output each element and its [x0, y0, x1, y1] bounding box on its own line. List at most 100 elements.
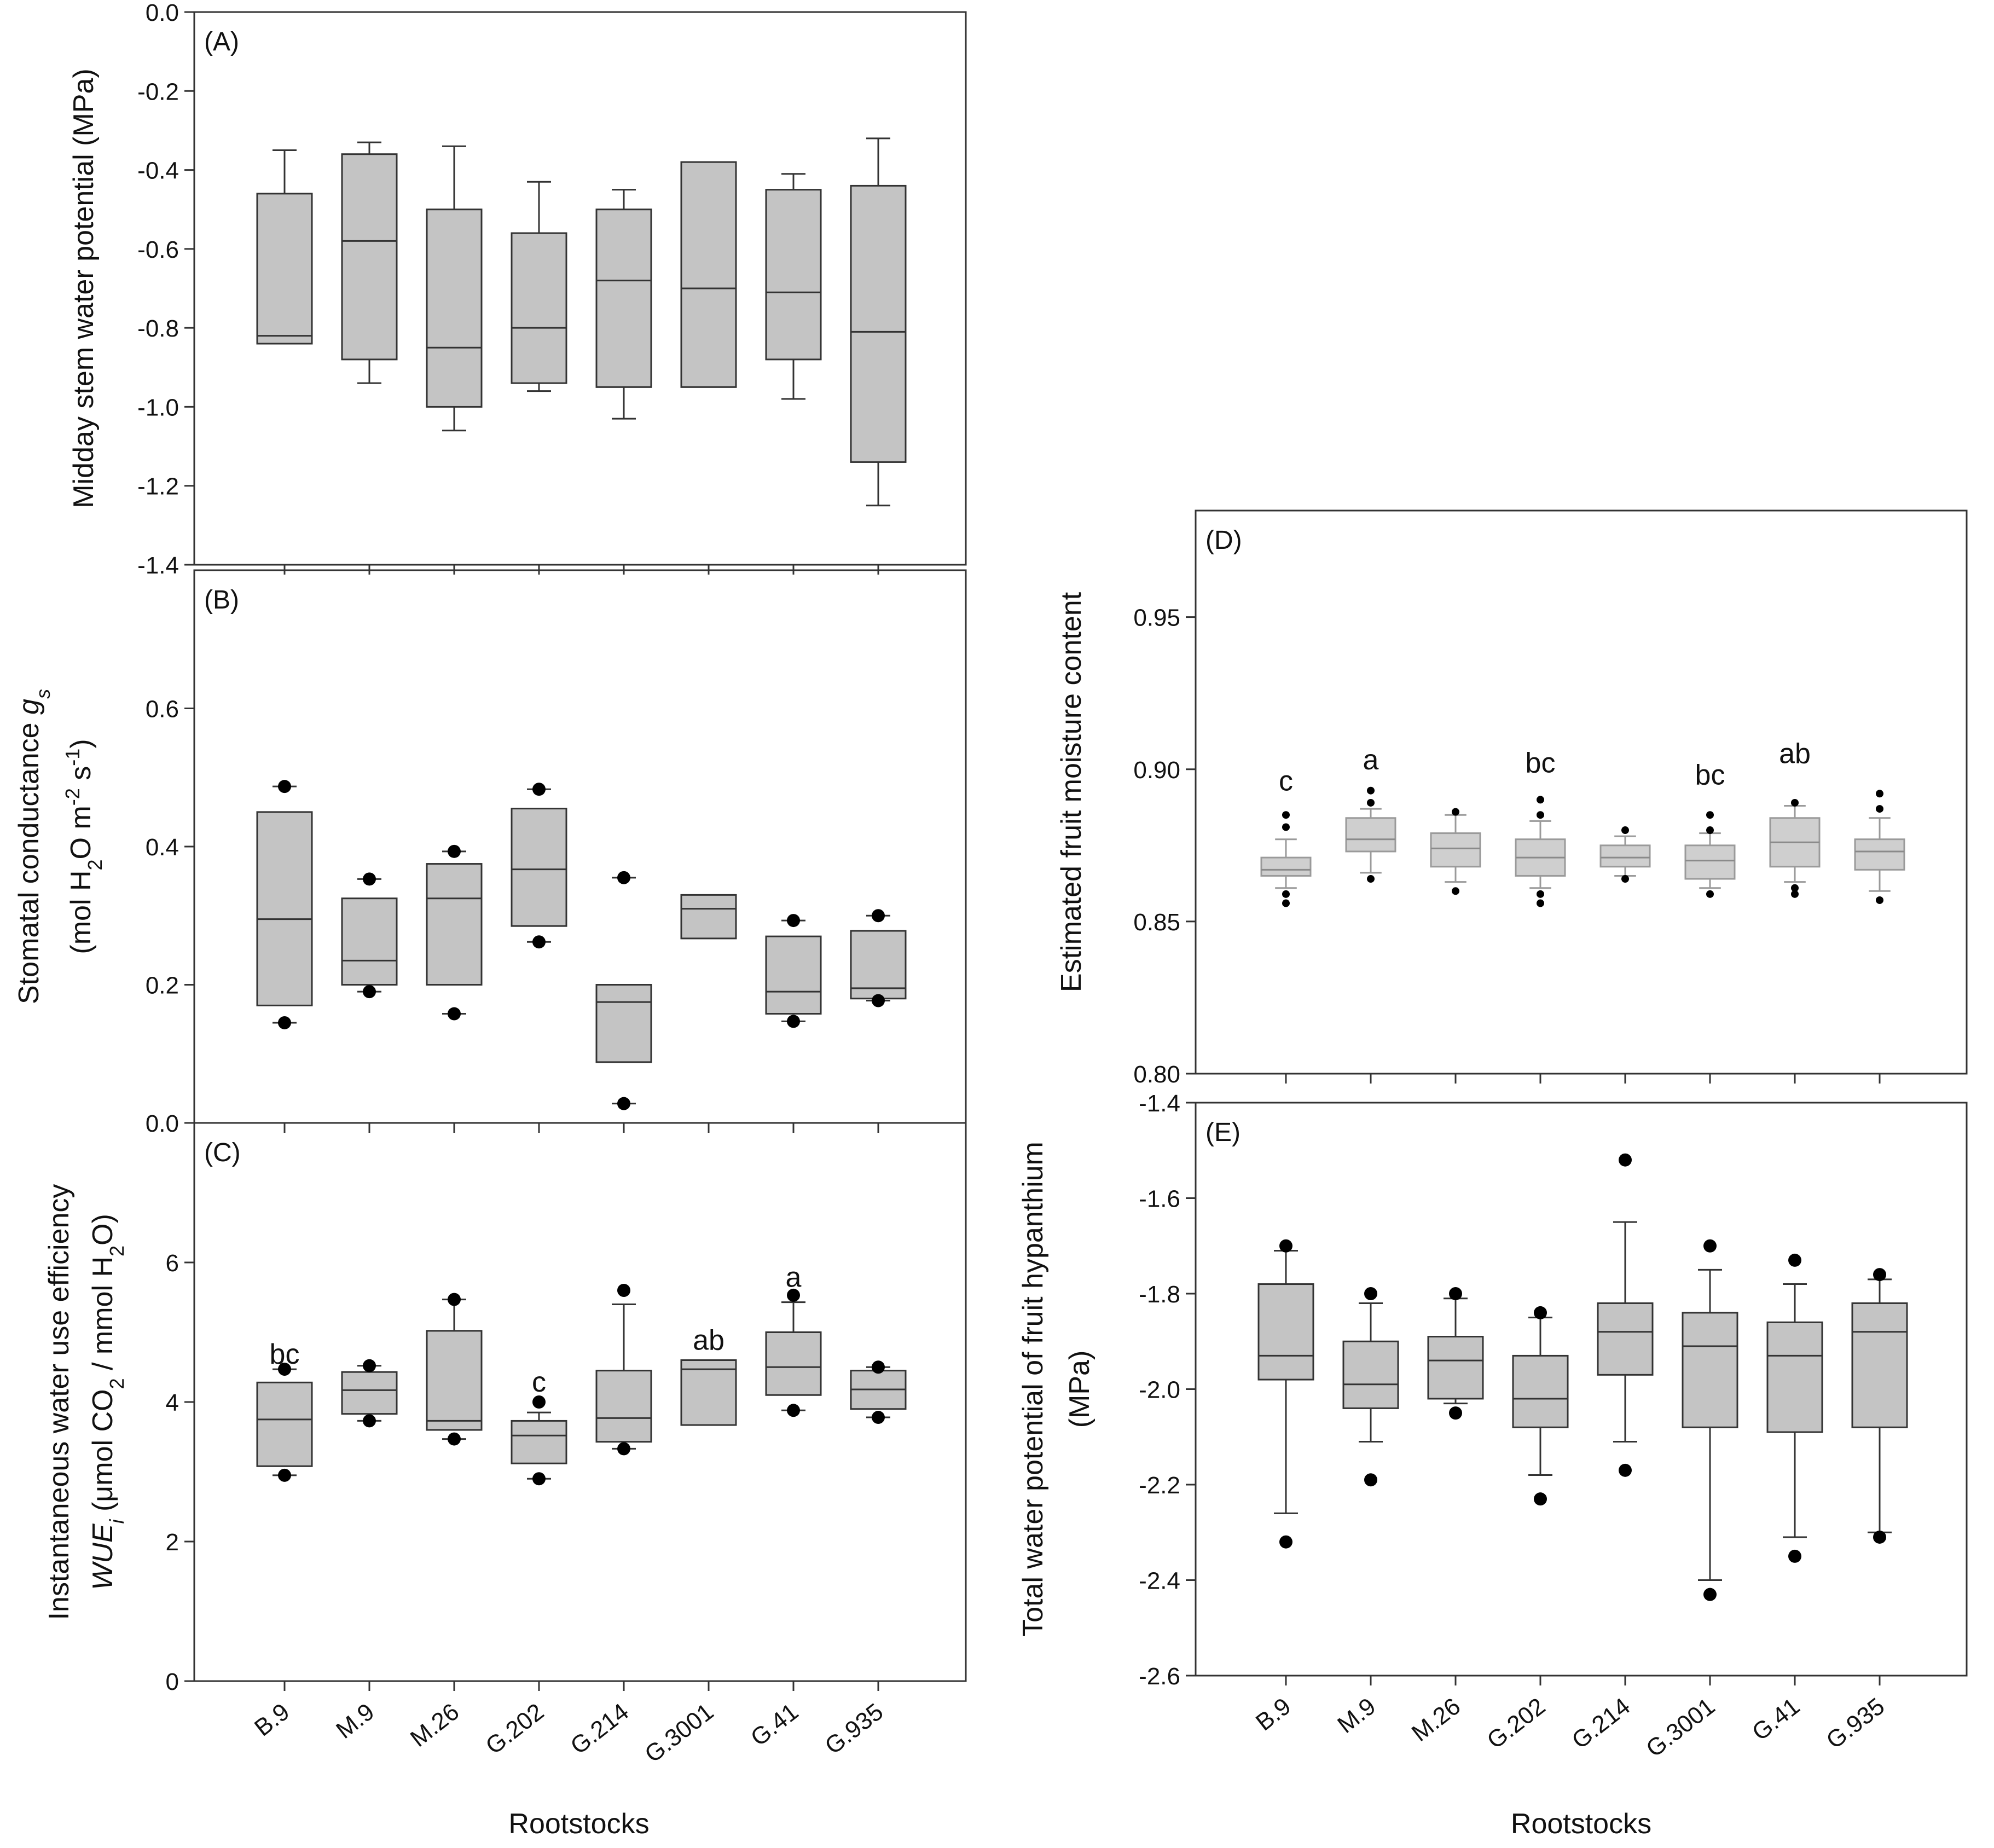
outlier-point — [278, 780, 291, 793]
iqr-box — [426, 208, 483, 408]
iqr-box — [1430, 832, 1481, 868]
significance-letter: c — [1279, 766, 1293, 797]
box-b9 — [256, 1363, 313, 1482]
outlier-point — [1534, 1306, 1547, 1319]
box-g214 — [1597, 1153, 1654, 1477]
y-axis-title-segment: / mmol H — [87, 1256, 119, 1378]
y-axis-title-segment: 2 — [106, 1378, 128, 1389]
iqr-box — [256, 1381, 313, 1467]
box-g935 — [850, 1360, 907, 1424]
outlier-point — [1619, 1463, 1632, 1477]
x-tick-label: B.9 — [1251, 1693, 1296, 1736]
outlier-point — [1703, 1588, 1717, 1601]
outlier-point — [532, 1472, 546, 1486]
y-axis-title-segment: Stomatal conductance — [13, 715, 45, 1004]
outlier-point — [1367, 786, 1375, 795]
iqr-box — [595, 984, 652, 1063]
y-axis-title-segment: 2 — [84, 859, 106, 870]
outlier-point — [448, 1007, 461, 1021]
box-g935 — [1851, 1268, 1908, 1544]
x-tick-label: G.935 — [1822, 1693, 1890, 1754]
outlier-point — [787, 1404, 800, 1417]
outlier-point — [617, 871, 630, 884]
panel-label: (B) — [204, 586, 239, 615]
box-m9 — [341, 872, 398, 999]
y-tick-label: -0.8 — [137, 315, 179, 342]
significance-letter: bc — [1695, 760, 1725, 791]
box-m26 — [426, 844, 483, 1021]
outlier-point — [363, 985, 376, 999]
box-g41 — [1769, 798, 1821, 898]
outlier-point — [1873, 1268, 1886, 1282]
significance-letter: c — [532, 1366, 546, 1398]
outlier-point — [363, 1414, 376, 1428]
box-m26 — [1430, 808, 1481, 895]
outlier-point — [532, 1395, 546, 1409]
box-g41 — [765, 1288, 822, 1417]
outlier-point — [787, 914, 800, 928]
x-tick-label: G.41 — [1747, 1693, 1805, 1746]
panel-d-fruit-moisture-content: 0.80 0.85 0.90 0.95 (D) Estimated fruit moist… — [1056, 509, 1968, 1088]
outlier-point — [363, 872, 376, 886]
outlier-point — [1282, 890, 1290, 898]
iqr-box — [1342, 1340, 1399, 1409]
iqr-box — [511, 808, 567, 927]
outlier-point — [617, 1442, 630, 1456]
iqr-box — [595, 1370, 652, 1443]
box-g3001 — [680, 894, 737, 940]
outlier-point — [1534, 1492, 1547, 1506]
x-tick-label: M.26 — [1407, 1693, 1465, 1747]
iqr-box — [511, 1420, 567, 1464]
outlier-point — [1537, 899, 1544, 907]
outlier-point — [1279, 1535, 1292, 1549]
outlier-point — [1452, 887, 1459, 895]
panel-c-water-use-efficiency: 0 2 4 6 B.9 M.9 M.26 G.202 G.214 G.3001 G.41 G.935 (… — [43, 1122, 967, 1768]
iqr-box — [426, 1330, 483, 1431]
box-b9 — [1257, 1239, 1314, 1549]
y-axis-title-segment: Total water potential of fruit hypanthiu… — [1017, 1142, 1049, 1637]
y-tick-label: 0.85 — [1133, 909, 1180, 936]
iqr-box — [850, 184, 907, 463]
outlier-point — [1364, 1473, 1377, 1487]
box-g202 — [511, 1395, 567, 1486]
panel-label: (A) — [204, 27, 239, 56]
iqr-box — [680, 161, 737, 388]
iqr-box — [595, 208, 652, 388]
plot-frame — [1195, 1102, 1968, 1677]
outlier-point — [872, 994, 885, 1007]
iqr-box — [1599, 844, 1651, 868]
outlier-point — [448, 1432, 461, 1446]
y-axis-title-segment: s — [65, 766, 97, 788]
iqr-box — [1257, 1283, 1314, 1381]
box-g41 — [765, 914, 822, 1028]
x-tick-label: G.202 — [1482, 1693, 1551, 1754]
x-tick-label: M.26 — [405, 1698, 464, 1752]
y-axis-title-segment: -1 — [61, 749, 84, 766]
outlier-point — [1282, 899, 1290, 907]
iqr-box — [850, 930, 907, 1000]
x-axis-title: Rootstocks — [1511, 1808, 1651, 1840]
box-g935 — [850, 137, 907, 507]
outlier-point — [1537, 890, 1544, 898]
outlier-point — [1279, 1239, 1292, 1253]
y-tick-label: 0.2 — [146, 972, 179, 999]
iqr-box — [1682, 1312, 1738, 1428]
y-axis-title: Total water potential of fruit hypanthiu… — [1017, 1142, 1049, 1637]
outlier-point — [1282, 811, 1290, 819]
panel-label: (D) — [1205, 526, 1242, 555]
iqr-box — [1854, 838, 1905, 871]
box-b9 — [256, 780, 313, 1029]
box-m26 — [1427, 1287, 1484, 1420]
box-g202 — [511, 783, 567, 949]
box-g935 — [1854, 790, 1905, 904]
box-g41 — [1766, 1253, 1823, 1563]
x-tick-label: B.9 — [250, 1698, 294, 1741]
box-b9 — [1260, 811, 1312, 907]
y-axis-title-segment: Instantaneous water use efficiency — [43, 1184, 75, 1620]
iqr-box — [765, 935, 822, 1015]
box-b9 — [256, 149, 313, 345]
plot-frame — [193, 11, 967, 566]
box-g202 — [1515, 796, 1566, 907]
outlier-point — [278, 1016, 291, 1029]
significance-letter: bc — [1526, 747, 1556, 779]
